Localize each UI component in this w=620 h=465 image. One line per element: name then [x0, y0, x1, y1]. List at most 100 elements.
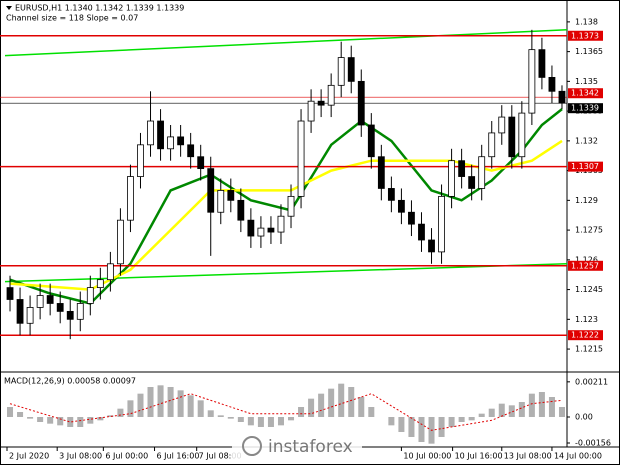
macd-bar	[318, 393, 325, 417]
candle-body	[548, 77, 556, 92]
macd-bar	[408, 417, 415, 437]
price-label: 1.1342	[571, 89, 599, 98]
macd-bar	[558, 407, 565, 417]
candle-body	[177, 136, 185, 146]
candle-body	[518, 112, 526, 158]
macd-tick-label: 0.00211	[575, 377, 608, 386]
price-label-bg	[568, 88, 603, 99]
title-icon	[6, 6, 12, 10]
candle-body	[207, 168, 215, 213]
macd-bar	[137, 393, 144, 417]
candle-body	[317, 100, 325, 106]
macd-bar	[87, 417, 94, 424]
macd-signal	[9, 393, 563, 431]
candle-body	[267, 227, 275, 233]
candle-body	[76, 303, 84, 320]
macd-label: MACD(12,26,9) 0.00058 0.00097	[4, 377, 136, 386]
macd-bar	[388, 417, 395, 426]
candle-body	[237, 199, 245, 221]
level-label-bg	[568, 30, 603, 41]
macd-bar	[147, 387, 154, 417]
candle-body	[508, 116, 516, 158]
candle-body	[16, 299, 24, 324]
candle-body	[397, 199, 405, 213]
candle-body	[26, 307, 34, 324]
x-tick-label: 10 Jul 16:00	[455, 452, 503, 461]
macd-bar	[37, 417, 44, 422]
level-label-bg	[568, 330, 603, 341]
macd-bar	[237, 417, 244, 422]
macd-bar	[448, 417, 455, 427]
macd-tick-label: 0.00	[575, 413, 593, 422]
macd-bar	[418, 417, 425, 442]
overlay-line	[4, 29, 568, 57]
macd-bar	[247, 417, 254, 426]
macd-bar	[7, 407, 14, 417]
candle-body	[257, 227, 265, 237]
y-tick-label: 1.135	[575, 77, 598, 86]
candle-body	[458, 160, 466, 177]
macd-bar	[478, 413, 485, 417]
macd-bar	[207, 410, 214, 417]
macd-bar	[508, 405, 515, 417]
macd-bar	[217, 415, 224, 417]
level-label: 1.1222	[571, 331, 599, 340]
x-tick-label: 7 Jul 08:00	[199, 452, 242, 461]
macd-bar	[458, 417, 465, 422]
level-label: 1.1257	[571, 261, 599, 270]
macd-bar	[117, 408, 124, 417]
candle-body	[147, 120, 154, 146]
y-tick-label: 1.1275	[575, 226, 603, 235]
macd-bar	[518, 402, 525, 417]
y-tick-label: 1.126	[575, 255, 598, 264]
macd-bar	[187, 395, 194, 417]
candle-body	[327, 84, 335, 106]
candle-body	[287, 195, 295, 217]
y-tick-label: 1.129	[575, 196, 598, 205]
candle-body	[478, 156, 486, 189]
level-label-bg	[568, 161, 603, 172]
macd-bar	[498, 403, 505, 417]
candle-body	[307, 100, 315, 122]
macd-bar	[227, 417, 234, 419]
candle-body	[127, 176, 134, 221]
y-tick-label: 1.138	[575, 17, 598, 26]
macd-bar	[67, 417, 74, 427]
macd-bar	[257, 417, 264, 427]
candle-body	[438, 195, 445, 253]
y-tick-label: 1.1245	[575, 285, 603, 294]
candle-body	[528, 49, 536, 114]
candle-body	[418, 223, 425, 241]
x-tick-label: 13 Jul 08:00	[504, 452, 552, 461]
macd-bar	[488, 408, 495, 417]
x-tick-label: 10 Jul 00:00	[403, 452, 451, 461]
macd-bar	[308, 398, 315, 417]
candle-body	[96, 279, 104, 288]
macd-bar	[468, 417, 475, 421]
x-tick-label: 14 Jul 00:00	[554, 452, 602, 461]
macd-bar	[338, 383, 345, 417]
level-label: 1.1373	[571, 31, 599, 40]
candle-body	[157, 120, 164, 150]
macd-bar	[77, 417, 84, 427]
candle-body	[367, 124, 375, 158]
x-tick-label: 6 Jul 16:00	[157, 452, 200, 461]
macd-bar	[348, 387, 355, 417]
macd-bar	[298, 407, 305, 417]
candle-body	[448, 160, 456, 197]
candle-body	[498, 116, 506, 134]
macd-bar	[27, 417, 34, 419]
candle-body	[488, 132, 496, 158]
chart-title: EURUSD,H1 1.1340 1.1342 1.1339 1.1339	[15, 4, 184, 13]
macd-bar	[177, 390, 184, 417]
macd-bar	[438, 417, 445, 437]
candle-body	[408, 211, 415, 225]
x-tick-label: 6 Jul 00:00	[105, 452, 148, 461]
candle-body	[558, 90, 566, 104]
macd-bar	[277, 417, 284, 426]
price-label-bg	[568, 103, 603, 114]
macd-tick-label: -0.00156	[575, 439, 611, 448]
watermark: instaforex	[268, 437, 353, 457]
